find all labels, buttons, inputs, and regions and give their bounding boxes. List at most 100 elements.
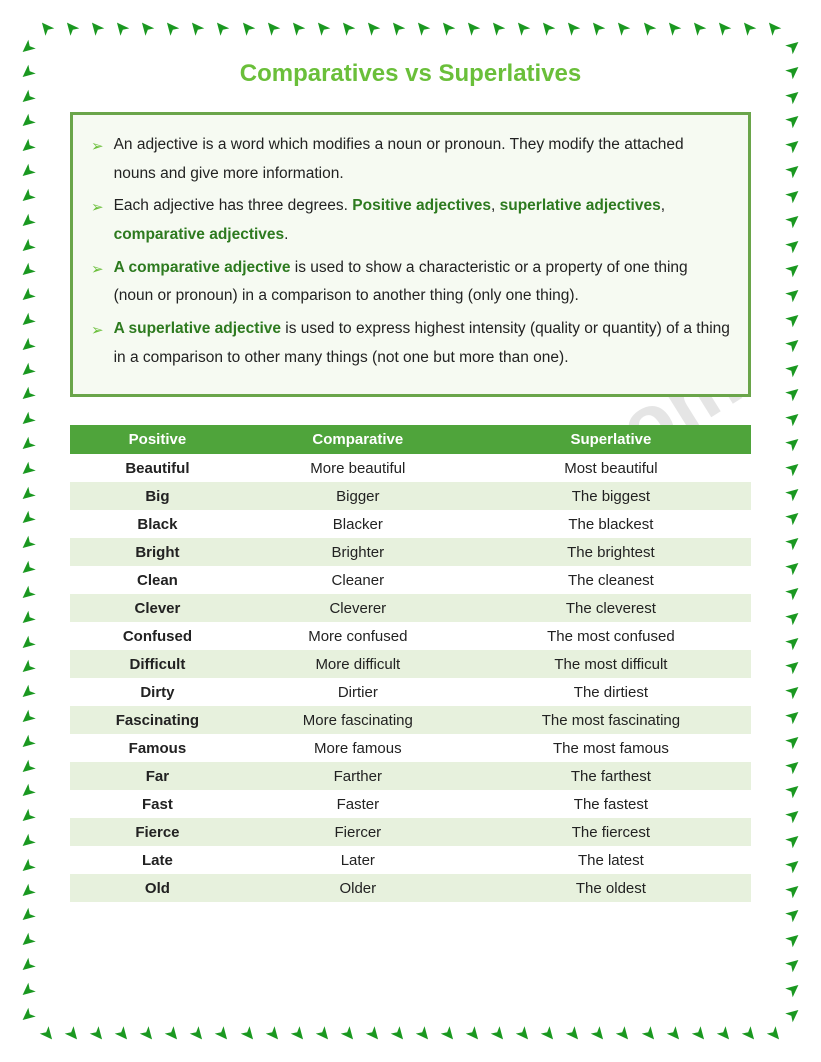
border-arrow-icon: ➤ — [335, 1022, 360, 1047]
border-arrow-icon: ➤ — [335, 14, 360, 39]
border-arrow-icon: ➤ — [781, 506, 806, 531]
bullet-icon: ➢ — [91, 317, 104, 345]
border-arrow-icon: ➤ — [511, 14, 536, 39]
border-arrow-icon: ➤ — [14, 208, 39, 233]
border-arrow-icon: ➤ — [686, 14, 711, 39]
border-arrow-icon: ➤ — [14, 233, 39, 258]
border-arrow-icon: ➤ — [781, 407, 806, 432]
border-arrow-icon: ➤ — [14, 605, 39, 630]
cell-positive: Clean — [70, 566, 245, 594]
border-arrow-icon: ➤ — [781, 34, 806, 59]
border-left: ➤➤➤➤➤➤➤➤➤➤➤➤➤➤➤➤➤➤➤➤➤➤➤➤➤➤➤➤➤➤➤➤➤➤➤➤➤➤➤➤ — [18, 38, 36, 1024]
border-arrow-icon: ➤ — [14, 878, 39, 903]
border-arrow-icon: ➤ — [761, 1022, 786, 1047]
col-positive: Positive — [70, 425, 245, 454]
border-arrow-icon: ➤ — [14, 431, 39, 456]
border-arrow-icon: ➤ — [14, 804, 39, 829]
border-arrow-icon: ➤ — [14, 84, 39, 109]
border-bottom: ➤➤➤➤➤➤➤➤➤➤➤➤➤➤➤➤➤➤➤➤➤➤➤➤➤➤➤➤➤➤ — [38, 1026, 783, 1044]
table-row: ConfusedMore confusedThe most confused — [70, 622, 751, 650]
border-arrow-icon: ➤ — [14, 580, 39, 605]
border-arrow-icon: ➤ — [761, 14, 786, 39]
table-row: BigBiggerThe biggest — [70, 482, 751, 510]
table-row: BeautifulMore beautifulMost beautiful — [70, 454, 751, 482]
border-arrow-icon: ➤ — [781, 307, 806, 332]
table-row: CleverClevererThe cleverest — [70, 594, 751, 622]
border-arrow-icon: ➤ — [14, 506, 39, 531]
border-arrow-icon: ➤ — [385, 14, 410, 39]
border-arrow-icon: ➤ — [34, 14, 59, 39]
cell-comparative: Brighter — [245, 538, 471, 566]
border-arrow-icon: ➤ — [14, 109, 39, 134]
table-row: CleanCleanerThe cleanest — [70, 566, 751, 594]
border-arrow-icon: ➤ — [636, 1022, 661, 1047]
border-arrow-icon: ➤ — [485, 1022, 510, 1047]
border-arrow-icon: ➤ — [360, 1022, 385, 1047]
cell-positive: Fascinating — [70, 706, 245, 734]
border-arrow-icon: ➤ — [210, 1022, 235, 1047]
border-arrow-icon: ➤ — [586, 14, 611, 39]
col-superlative: Superlative — [471, 425, 751, 454]
table-body: BeautifulMore beautifulMost beautifulBig… — [70, 454, 751, 902]
border-arrow-icon: ➤ — [185, 14, 210, 39]
border-arrow-icon: ➤ — [14, 307, 39, 332]
border-arrow-icon: ➤ — [285, 1022, 310, 1047]
cell-comparative: More beautiful — [245, 454, 471, 482]
cell-positive: Dirty — [70, 678, 245, 706]
border-arrow-icon: ➤ — [686, 1022, 711, 1047]
cell-superlative: Most beautiful — [471, 454, 751, 482]
border-arrow-icon: ➤ — [110, 14, 135, 39]
border-arrow-icon: ➤ — [711, 1022, 736, 1047]
border-arrow-icon: ➤ — [586, 1022, 611, 1047]
border-arrow-icon: ➤ — [781, 655, 806, 680]
border-arrow-icon: ➤ — [781, 605, 806, 630]
border-arrow-icon: ➤ — [310, 14, 335, 39]
cell-positive: Fast — [70, 790, 245, 818]
info-item: ➢Each adjective has three degrees. Posit… — [91, 192, 730, 249]
border-arrow-icon: ➤ — [235, 1022, 260, 1047]
border-arrow-icon: ➤ — [59, 14, 84, 39]
table-row: BlackBlackerThe blackest — [70, 510, 751, 538]
cell-positive: Difficult — [70, 650, 245, 678]
border-arrow-icon: ➤ — [14, 382, 39, 407]
cell-superlative: The brightest — [471, 538, 751, 566]
border-arrow-icon: ➤ — [781, 258, 806, 283]
cell-superlative: The latest — [471, 846, 751, 874]
border-arrow-icon: ➤ — [781, 357, 806, 382]
cell-superlative: The most confused — [471, 622, 751, 650]
info-item: ➢ A superlative adjective is used to expr… — [91, 315, 730, 372]
border-arrow-icon: ➤ — [781, 1002, 806, 1027]
border-arrow-icon: ➤ — [781, 158, 806, 183]
bullet-icon: ➢ — [91, 256, 104, 284]
table-row: OldOlderThe oldest — [70, 874, 751, 902]
border-arrow-icon: ➤ — [781, 903, 806, 928]
table-row: DirtyDirtierThe dirtiest — [70, 678, 751, 706]
border-arrow-icon: ➤ — [410, 1022, 435, 1047]
border-arrow-icon: ➤ — [460, 14, 485, 39]
border-arrow-icon: ➤ — [14, 729, 39, 754]
border-arrow-icon: ➤ — [435, 1022, 460, 1047]
cell-superlative: The fastest — [471, 790, 751, 818]
border-arrow-icon: ➤ — [781, 580, 806, 605]
info-text: A superlative adjective is used to expre… — [114, 315, 730, 372]
cell-comparative: Bigger — [245, 482, 471, 510]
cell-comparative: Blacker — [245, 510, 471, 538]
border-arrow-icon: ➤ — [14, 903, 39, 928]
cell-superlative: The oldest — [471, 874, 751, 902]
border-arrow-icon: ➤ — [260, 14, 285, 39]
border-arrow-icon: ➤ — [310, 1022, 335, 1047]
cell-comparative: Farther — [245, 762, 471, 790]
border-arrow-icon: ➤ — [661, 14, 686, 39]
adjectives-table: Positive Comparative Superlative Beautif… — [70, 425, 751, 902]
border-arrow-icon: ➤ — [410, 14, 435, 39]
border-arrow-icon: ➤ — [781, 704, 806, 729]
cell-superlative: The fiercest — [471, 818, 751, 846]
cell-comparative: More confused — [245, 622, 471, 650]
border-arrow-icon: ➤ — [781, 952, 806, 977]
border-arrow-icon: ➤ — [781, 233, 806, 258]
cell-positive: Confused — [70, 622, 245, 650]
border-arrow-icon: ➤ — [781, 481, 806, 506]
border-arrow-icon: ➤ — [781, 431, 806, 456]
cell-comparative: Cleaner — [245, 566, 471, 594]
border-arrow-icon: ➤ — [781, 456, 806, 481]
